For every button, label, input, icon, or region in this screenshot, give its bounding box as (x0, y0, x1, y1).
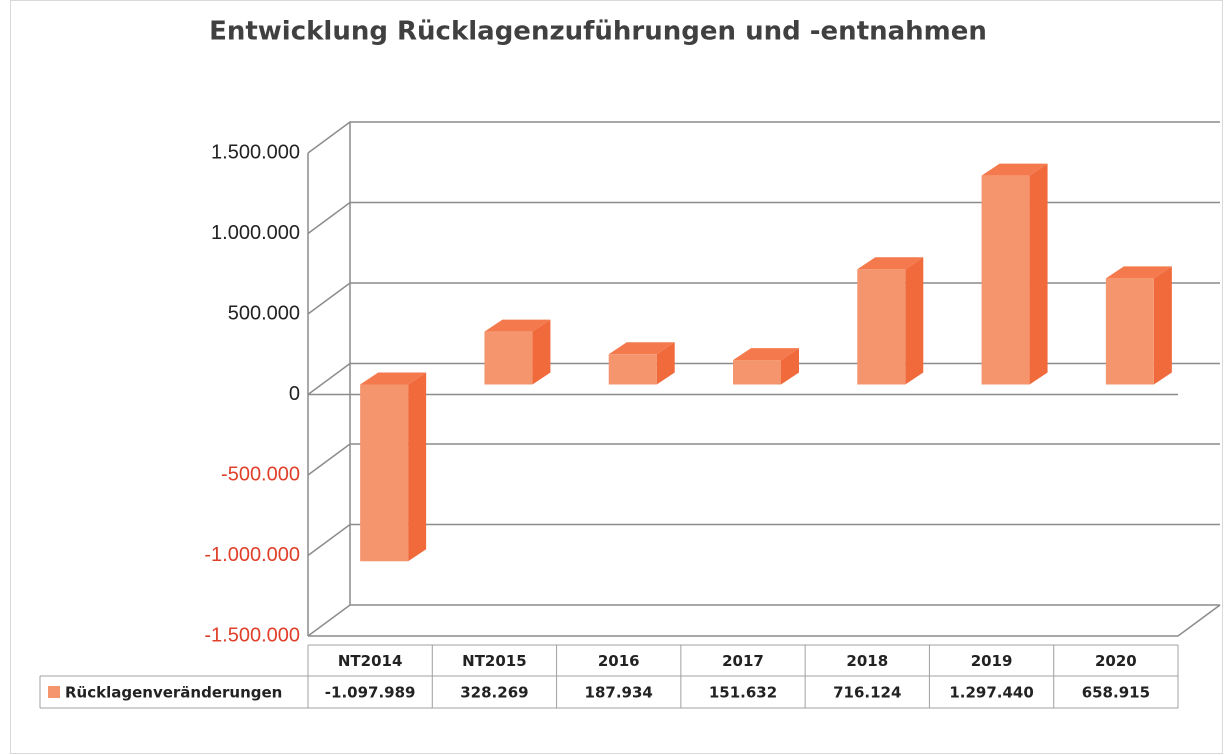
y-tick-label: -1.000.000 (204, 544, 300, 566)
grid-line (307, 523, 1220, 557)
bar-side (905, 257, 924, 385)
bar-top (360, 372, 427, 385)
bar-side (656, 342, 675, 385)
y-tick-label: -500.000 (221, 463, 300, 485)
bar-top (1105, 266, 1172, 279)
legend-swatch (48, 686, 60, 698)
grid-line (307, 443, 1220, 476)
bar-top (484, 319, 551, 332)
bar-side (408, 372, 427, 562)
data-label: 716.124 (833, 684, 901, 702)
x-tick-label: 2019 (971, 652, 1013, 670)
x-tick-label: 2016 (598, 652, 640, 670)
x-tick-label: 2020 (1095, 652, 1137, 670)
x-tick-label: 2018 (846, 652, 888, 670)
y-tick-label: -1.500.000 (204, 624, 300, 646)
data-label: 151.632 (709, 684, 777, 702)
bar-side (532, 319, 551, 385)
legend-label: Rücklagenveränderungen (65, 684, 282, 702)
data-label: -1.097.989 (325, 684, 416, 702)
y-tick-label: 1.500.000 (211, 141, 300, 163)
bar (484, 331, 533, 385)
grid-line (307, 201, 1220, 235)
bar (1105, 278, 1154, 385)
bar-side (781, 348, 799, 385)
grid-line (307, 362, 1220, 396)
data-label: 1.297.440 (949, 684, 1033, 702)
grid-line (307, 604, 1220, 637)
y-tick-label: 1.000.000 (211, 222, 300, 244)
bar (981, 175, 1030, 385)
grid-line (307, 282, 1220, 315)
bar (733, 360, 781, 385)
chart-title: Entwicklung Rücklagenzuführungen und -en… (209, 17, 987, 47)
y-tick-label: 0 (289, 383, 300, 405)
bar (857, 269, 906, 385)
data-label: 328.269 (460, 684, 528, 702)
grid-line (307, 121, 1220, 154)
x-tick-label: NT2014 (338, 652, 403, 670)
bar (360, 384, 409, 562)
bar-side (1029, 163, 1048, 385)
data-label: 658.915 (1082, 684, 1150, 702)
x-tick-label: 2017 (722, 652, 764, 670)
bar-top (733, 348, 799, 361)
bar (608, 354, 657, 385)
bar-top (981, 163, 1048, 176)
floor-edge (1177, 604, 1221, 637)
bar-top (857, 257, 924, 270)
bar-side (1153, 266, 1172, 385)
x-tick-label: NT2015 (462, 652, 527, 670)
y-tick-label: 500.000 (228, 302, 300, 324)
bar-top (608, 342, 675, 355)
data-label: 187.934 (585, 684, 653, 702)
